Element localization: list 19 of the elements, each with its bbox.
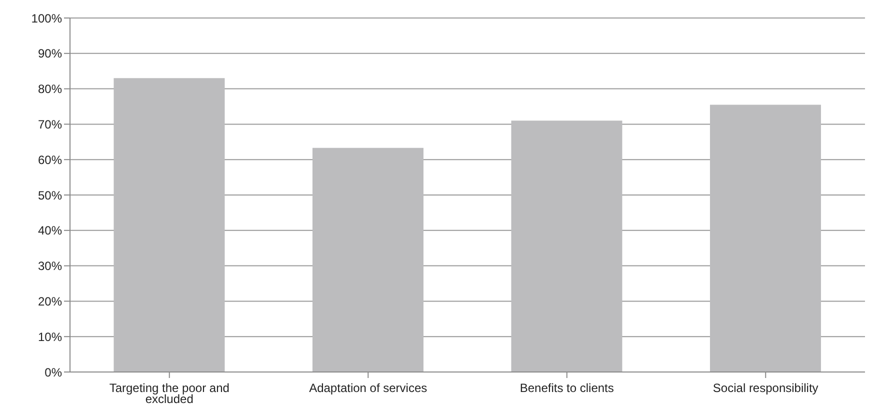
y-tick-label: 100% [31, 11, 62, 26]
y-tick-label: 50% [38, 188, 62, 202]
bar [114, 78, 225, 372]
y-tick-label: 30% [38, 259, 62, 274]
x-tick-label: Benefits to clients [520, 381, 614, 395]
bar [511, 120, 622, 372]
x-tick-label: Targeting the poor and excluded [109, 381, 230, 406]
y-tick-label: 10% [38, 330, 62, 344]
y-tick-label: 60% [38, 152, 62, 167]
x-tick-label: Social responsibility [712, 381, 818, 395]
y-tick-label: 90% [38, 46, 62, 61]
y-tick-label: 80% [38, 82, 62, 96]
x-tick-label: Adaptation of services [309, 381, 428, 395]
bar [312, 148, 424, 372]
y-tick-label: 0% [44, 365, 62, 380]
y-tick-label: 70% [38, 117, 62, 132]
y-tick-label: 40% [38, 224, 62, 238]
y-tick-label: 20% [38, 294, 62, 308]
bar [710, 104, 821, 372]
